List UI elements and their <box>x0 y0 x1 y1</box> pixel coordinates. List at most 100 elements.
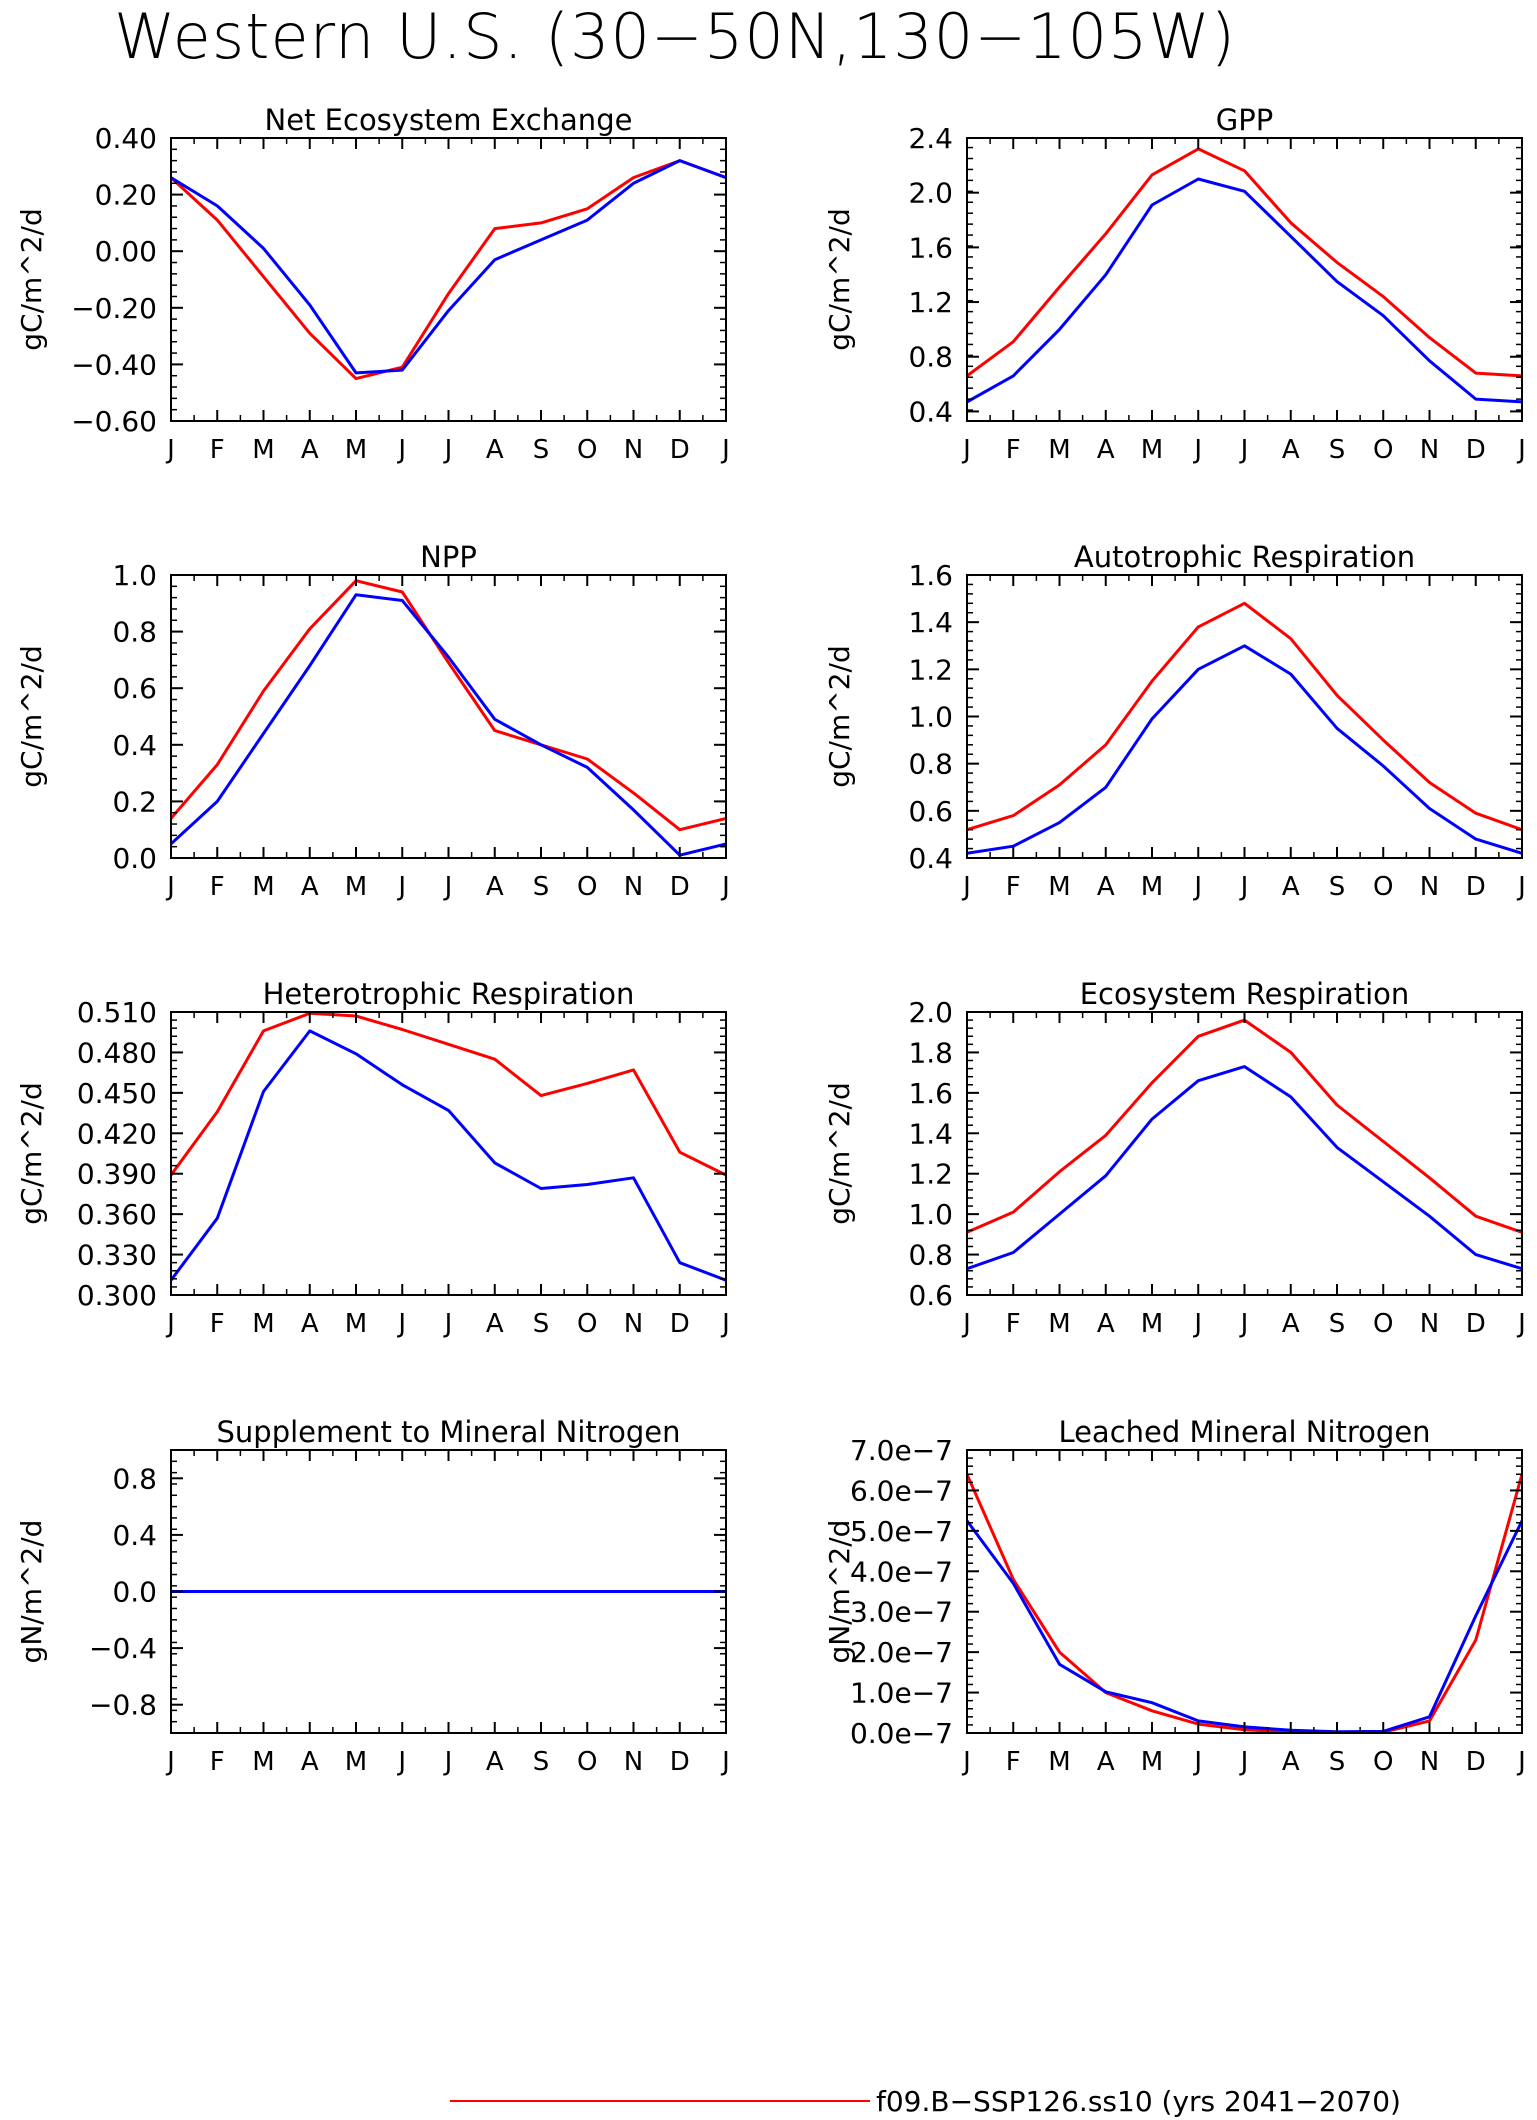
x-tick-label: D <box>670 435 690 465</box>
x-tick-label: J <box>720 1747 730 1777</box>
y-tick-label: 0.330 <box>77 1239 157 1272</box>
y-tick-label: 4.0e−7 <box>850 1555 953 1588</box>
x-tick-label: A <box>1282 1747 1300 1777</box>
y-tick-label: 1.0 <box>908 701 953 734</box>
x-tick-label: J <box>1239 1747 1249 1777</box>
x-tick-label: N <box>1420 872 1439 902</box>
x-tick-label: M <box>345 435 367 465</box>
y-tick-label: −0.20 <box>71 292 157 325</box>
x-tick-label: D <box>1466 1309 1486 1339</box>
y-tick-label: 1.8 <box>908 1036 953 1069</box>
x-tick-label: S <box>533 435 550 465</box>
x-tick-label: A <box>1097 872 1115 902</box>
x-tick-label: O <box>1373 1309 1393 1339</box>
x-tick-label: M <box>252 872 274 902</box>
y-tick-label: 1.6 <box>908 1077 953 1110</box>
x-tick-label: J <box>1516 1747 1526 1777</box>
y-tick-label: 0.4 <box>908 842 953 875</box>
y-tick-label: 0.4 <box>112 729 157 762</box>
x-tick-label: F <box>210 1747 225 1777</box>
y-tick-label: 2.0 <box>908 177 953 210</box>
series-blue-line <box>967 177 1522 404</box>
x-tick-label: O <box>1373 872 1393 902</box>
y-tick-label: 0.40 <box>95 122 157 155</box>
x-tick-label: M <box>1048 1747 1070 1777</box>
y-tick-label: 0.0 <box>112 1576 157 1609</box>
x-tick-label: J <box>1516 1309 1526 1339</box>
x-tick-label: M <box>1141 435 1163 465</box>
y-tick-label: 0.4 <box>908 395 953 428</box>
y-tick-label: −0.60 <box>71 405 157 438</box>
y-axis-label: gC/m^2/d <box>15 1082 48 1225</box>
x-tick-label: J <box>1192 872 1202 902</box>
y-tick-label: 5.0e−7 <box>850 1515 953 1548</box>
y-tick-label: 2.4 <box>908 122 953 155</box>
x-tick-label: J <box>961 1747 971 1777</box>
y-tick-label: 0.8 <box>908 748 953 781</box>
x-tick-label: J <box>720 872 730 902</box>
series-blue-line <box>171 593 726 857</box>
series-red-line <box>967 601 1522 832</box>
x-tick-label: J <box>720 435 730 465</box>
chart-title: Autotrophic Respiration <box>1074 540 1415 574</box>
x-tick-label: J <box>165 1309 175 1339</box>
y-tick-label: 2.0e−7 <box>850 1636 953 1669</box>
x-tick-label: M <box>252 435 274 465</box>
x-tick-label: A <box>1282 872 1300 902</box>
x-tick-label: S <box>1329 1747 1346 1777</box>
x-tick-label: N <box>1420 435 1439 465</box>
series-red-line <box>171 579 726 832</box>
x-tick-label: O <box>1373 1747 1393 1777</box>
y-tick-label: −0.8 <box>89 1689 157 1722</box>
y-tick-label: 0.480 <box>77 1036 157 1069</box>
x-tick-label: N <box>624 435 643 465</box>
panel-0: J F M A M J J A S O N D J−0.60−0.40−0.200.000.200.40… <box>15 103 730 465</box>
panel-7: J F M A M J J A S O N D J0.0e−71.0e−72.0e−73.0e−74.0… <box>823 1415 1526 1777</box>
x-tick-label: D <box>1466 435 1486 465</box>
x-tick-label: M <box>345 1309 367 1339</box>
x-tick-label: S <box>1329 1309 1346 1339</box>
x-tick-label: A <box>301 435 319 465</box>
plot-frame <box>170 1011 727 1296</box>
series-red-line <box>171 159 726 381</box>
x-tick-label: A <box>1097 1747 1115 1777</box>
x-tick-label: J <box>1192 1747 1202 1777</box>
x-tick-label: F <box>1006 435 1021 465</box>
panel-5: J F M A M J J A S O N D J0.60.81.01.21.41.61.82.0gC/… <box>823 977 1526 1339</box>
legend: f09.B−SSP126.ss10 (yrs 2041−2070) <box>450 2084 1401 2118</box>
chart-title: NPP <box>420 540 477 574</box>
x-tick-label: A <box>1097 435 1115 465</box>
chart-title: Heterotrophic Respiration <box>263 977 635 1011</box>
x-tick-label: A <box>1282 1309 1300 1339</box>
x-tick-label: F <box>210 1309 225 1339</box>
y-tick-label: 0.6 <box>908 1279 953 1312</box>
x-tick-label: F <box>210 435 225 465</box>
x-tick-label: D <box>1466 1747 1486 1777</box>
x-tick-label: A <box>1282 435 1300 465</box>
y-axis-label: gC/m^2/d <box>823 1082 856 1225</box>
y-tick-label: 0.6 <box>112 672 157 705</box>
series-blue-line <box>967 1065 1522 1271</box>
chart-title: Supplement to Mineral Nitrogen <box>217 1415 681 1449</box>
x-tick-label: N <box>624 1309 643 1339</box>
y-tick-label: −0.40 <box>71 348 157 381</box>
x-tick-label: A <box>486 872 504 902</box>
x-tick-label: J <box>1516 872 1526 902</box>
y-tick-label: 3.0e−7 <box>850 1596 953 1629</box>
legend-line-red <box>450 2100 870 2102</box>
x-tick-label: J <box>443 872 453 902</box>
y-tick-label: 0.510 <box>77 996 157 1029</box>
y-tick-label: 0.450 <box>77 1077 157 1110</box>
x-tick-label: J <box>961 435 971 465</box>
x-tick-label: S <box>533 872 550 902</box>
legend-label: f09.B−SSP126.ss10 (yrs 2041−2070) <box>876 2084 1401 2118</box>
x-tick-label: J <box>396 435 406 465</box>
y-tick-label: 1.2 <box>908 1158 953 1191</box>
chart-title: Leached Mineral Nitrogen <box>1058 1415 1430 1449</box>
y-tick-label: 1.0e−7 <box>850 1677 953 1710</box>
x-tick-label: J <box>443 1747 453 1777</box>
x-tick-label: J <box>1192 1309 1202 1339</box>
x-tick-label: J <box>396 1747 406 1777</box>
y-axis-label: gN/m^2/d <box>823 1520 856 1664</box>
